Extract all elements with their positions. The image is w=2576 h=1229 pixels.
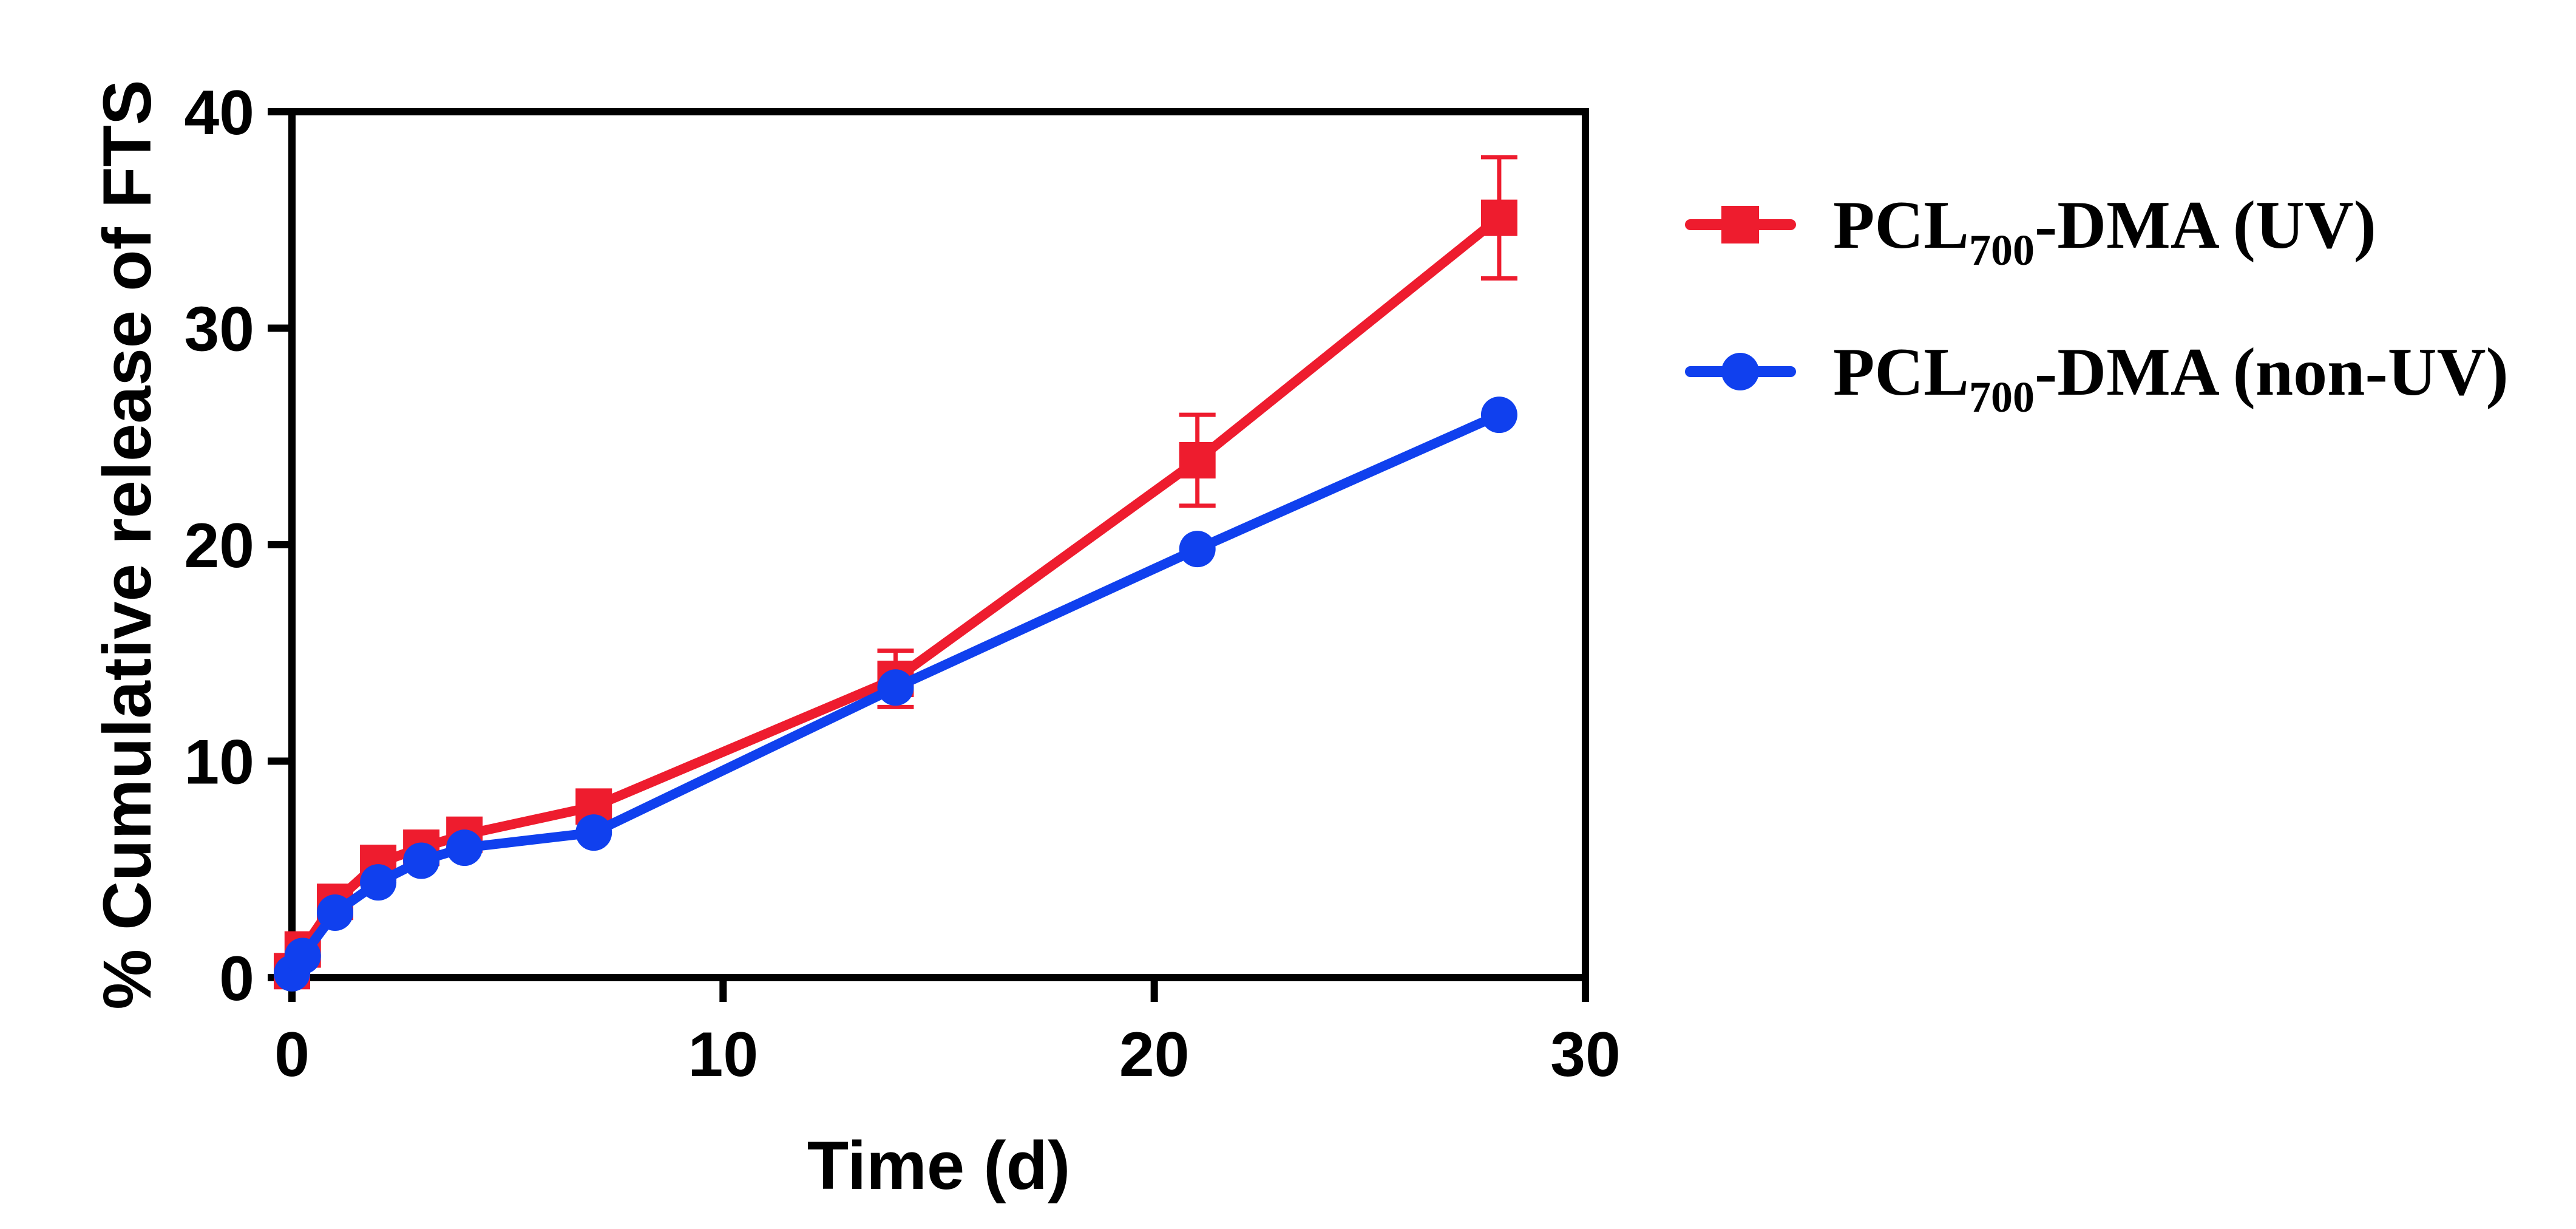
legend-label-rest: -DMA (non-UV) — [2035, 335, 2509, 410]
legend-swatch-marker-non-uv — [1721, 353, 1759, 390]
legend-label-main: PCL — [1833, 188, 1969, 263]
data-point-non-uv-6 — [575, 814, 612, 851]
data-point-non-uv-3 — [360, 864, 397, 901]
y-tick-label-10: 10 — [184, 727, 254, 798]
legend-label-rest: -DMA (UV) — [2035, 188, 2376, 263]
x-tick-label-30: 30 — [1550, 1020, 1621, 1090]
legend: PCL700-DMA (UV) PCL700-DMA (non-UV) — [1685, 188, 2509, 421]
x-tick-label-20: 20 — [1119, 1020, 1190, 1090]
series-line-non-uv — [287, 410, 1504, 978]
data-point-uv-8 — [1179, 441, 1216, 478]
data-point-non-uv-1 — [284, 938, 321, 975]
data-point-non-uv-2 — [317, 894, 354, 931]
x-axis-title: Time (d) — [807, 1128, 1071, 1203]
data-point-non-uv-9 — [1480, 397, 1517, 434]
series-line-uv — [287, 213, 1504, 976]
legend-label-uv: PCL700-DMA (UV) — [1833, 188, 2376, 274]
data-point-uv-9 — [1480, 199, 1517, 236]
legend-label-subscript: 700 — [1969, 226, 2035, 274]
data-point-non-uv-7 — [877, 669, 914, 706]
data-point-non-uv-8 — [1179, 531, 1216, 568]
y-axis-title: % Cumulative release of FTS — [89, 80, 165, 1009]
x-tick-label-0: 0 — [274, 1020, 310, 1090]
legend-swatch-marker-uv — [1721, 206, 1759, 243]
x-tick-label-10: 10 — [688, 1020, 758, 1090]
legend-label-main: PCL — [1833, 335, 1969, 410]
y-tick-label-40: 40 — [184, 78, 254, 148]
series-non-uv — [274, 397, 1517, 992]
y-tick-label-20: 20 — [184, 511, 254, 581]
plot-layer: 0 10 20 30 40 0 10 20 30 — [184, 78, 1621, 1090]
legend-label-non-uv: PCL700-DMA (non-UV) — [1833, 335, 2509, 421]
data-point-non-uv-4 — [403, 842, 440, 879]
y-tick-label-0: 0 — [219, 944, 254, 1014]
legend-item-non-uv: PCL700-DMA (non-UV) — [1685, 335, 2509, 421]
data-point-non-uv-5 — [446, 829, 483, 866]
y-tick-label-30: 30 — [184, 294, 254, 365]
legend-item-uv: PCL700-DMA (UV) — [1685, 188, 2376, 274]
legend-label-subscript: 700 — [1969, 373, 2035, 421]
